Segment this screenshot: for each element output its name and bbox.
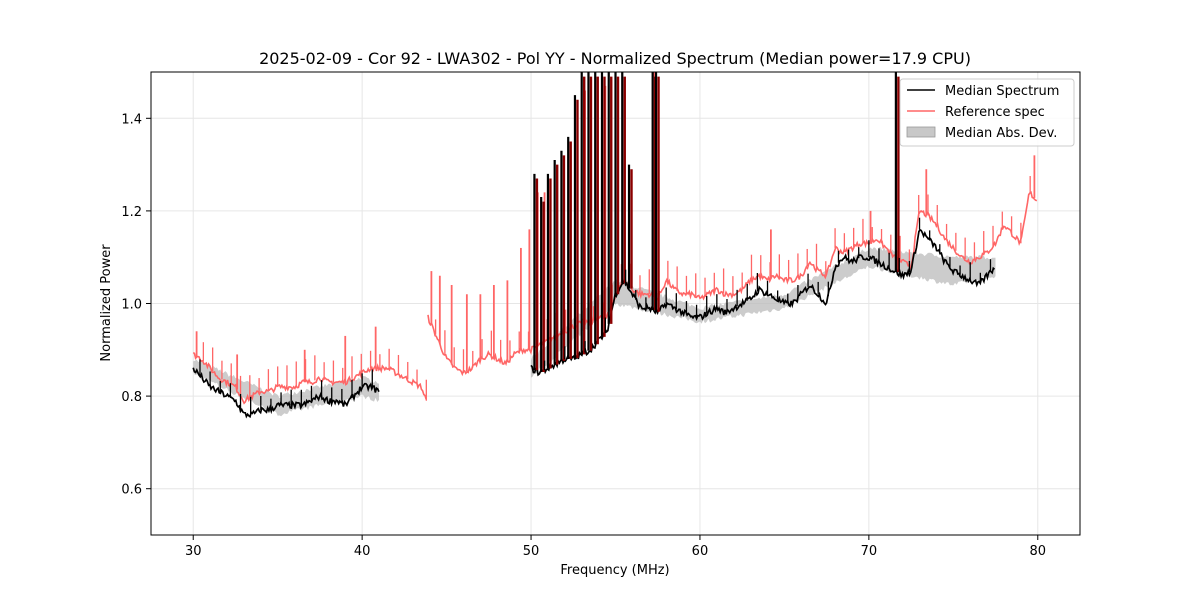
legend-box bbox=[899, 78, 1075, 147]
x-tick-label: 40 bbox=[354, 544, 371, 559]
x-tick-label: 50 bbox=[523, 544, 540, 559]
median-line bbox=[192, 367, 380, 419]
legend: Median Spectrum Reference spec Median Ab… bbox=[899, 78, 1075, 147]
legend-mad-label: Median Abs. Dev. bbox=[945, 126, 1057, 141]
y-axis-ticks: 0.6 0.8 1.0 1.2 1.4 bbox=[121, 112, 151, 498]
legend-mad-swatch bbox=[906, 126, 936, 138]
x-axis-label: Frequency (MHz) bbox=[560, 563, 669, 578]
y-tick-label: 0.8 bbox=[121, 390, 142, 405]
mad-band bbox=[531, 247, 996, 378]
legend-median-label: Median Spectrum bbox=[945, 84, 1059, 99]
x-tick-label: 80 bbox=[1029, 544, 1046, 559]
chart-title: 2025-02-09 - Cor 92 - LWA302 - Pol YY - … bbox=[259, 49, 971, 68]
y-tick-label: 0.6 bbox=[121, 483, 142, 498]
reference-layer bbox=[192, 72, 1038, 405]
x-axis-ticks: 30 40 50 60 70 80 bbox=[185, 535, 1046, 559]
median-line bbox=[530, 228, 996, 377]
median-layer bbox=[192, 72, 996, 419]
y-axis-label: Normalized Power bbox=[99, 244, 114, 362]
x-tick-label: 60 bbox=[692, 544, 709, 559]
y-tick-label: 1.4 bbox=[121, 112, 142, 127]
y-tick-label: 1.2 bbox=[121, 205, 142, 220]
legend-reference-label: Reference spec bbox=[945, 105, 1045, 120]
reference-line bbox=[192, 352, 427, 405]
x-tick-label: 70 bbox=[861, 544, 878, 559]
y-tick-label: 1.0 bbox=[121, 298, 142, 313]
x-tick-label: 30 bbox=[185, 544, 202, 559]
